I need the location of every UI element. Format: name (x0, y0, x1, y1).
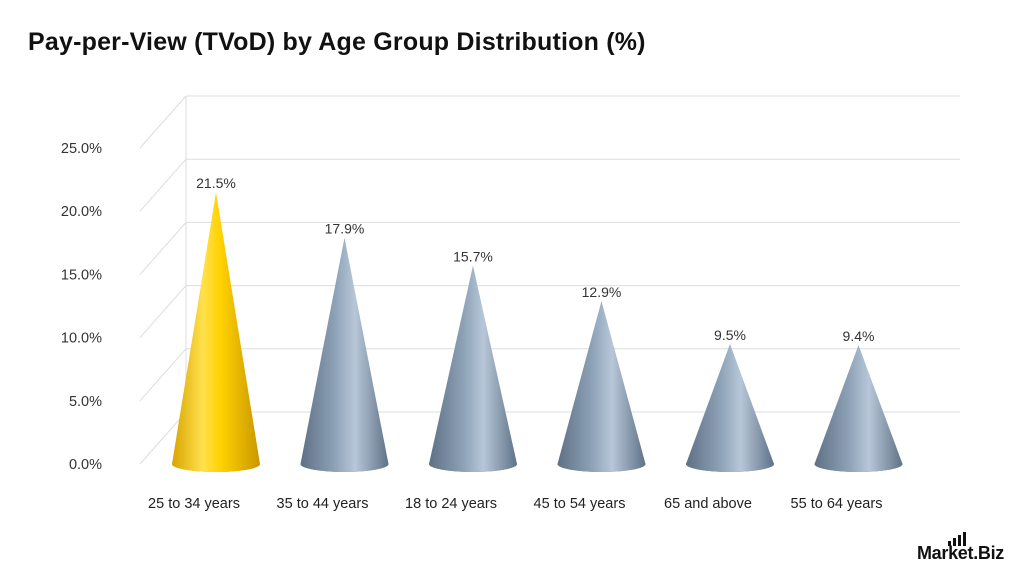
cone-bar (429, 265, 517, 472)
cones (172, 192, 903, 473)
cone-bar (172, 192, 260, 473)
gridline-diagonal (139, 158, 187, 212)
y-tick-label: 5.0% (69, 394, 102, 410)
x-category-label: 25 to 34 years (148, 496, 240, 512)
data-label: 9.4% (843, 328, 875, 344)
y-tick-label: 0.0% (69, 457, 102, 473)
data-label: 17.9% (325, 221, 365, 237)
gridline-diagonal (139, 95, 187, 149)
labels: 21.5% 25 to 34 years 17.9% 35 to 44 years 15… (148, 175, 882, 512)
cone-body (172, 192, 260, 473)
gridline-diagonal (139, 222, 187, 275)
cone-bar (300, 237, 389, 472)
data-label: 15.7% (453, 249, 493, 265)
brand-bars-icon (948, 532, 966, 546)
cone-bar (557, 300, 646, 472)
cone-body (557, 300, 646, 472)
gridline-diagonal (139, 411, 187, 465)
y-tick-label: 15.0% (61, 267, 102, 283)
data-label: 21.5% (196, 175, 236, 191)
gridline-diagonal (139, 348, 187, 402)
chart-title: Pay-per-View (TVoD) by Age Group Distrib… (28, 28, 646, 56)
y-axis: 0.0% 5.0% 10.0% 15.0% 20.0% 25.0% (61, 141, 102, 473)
brand-logo: Market.Biz (917, 532, 1004, 564)
cone-body (429, 265, 517, 472)
x-category-label: 55 to 64 years (791, 496, 883, 512)
y-tick-label: 20.0% (61, 204, 102, 220)
x-category-label: 35 to 44 years (277, 496, 369, 512)
cone-body (300, 237, 389, 472)
cone-body (814, 345, 903, 472)
x-category-label: 65 and above (664, 496, 752, 512)
cone-body (686, 343, 774, 472)
cone-bar (686, 343, 774, 472)
x-category-label: 45 to 54 years (534, 496, 626, 512)
x-category-label: 18 to 24 years (405, 496, 497, 512)
y-tick-label: 10.0% (61, 331, 102, 347)
data-label: 12.9% (582, 284, 622, 300)
y-tick-label: 25.0% (61, 141, 102, 157)
data-label: 9.5% (714, 327, 746, 343)
cone-bar (814, 345, 903, 472)
gridline-diagonal (139, 285, 187, 338)
